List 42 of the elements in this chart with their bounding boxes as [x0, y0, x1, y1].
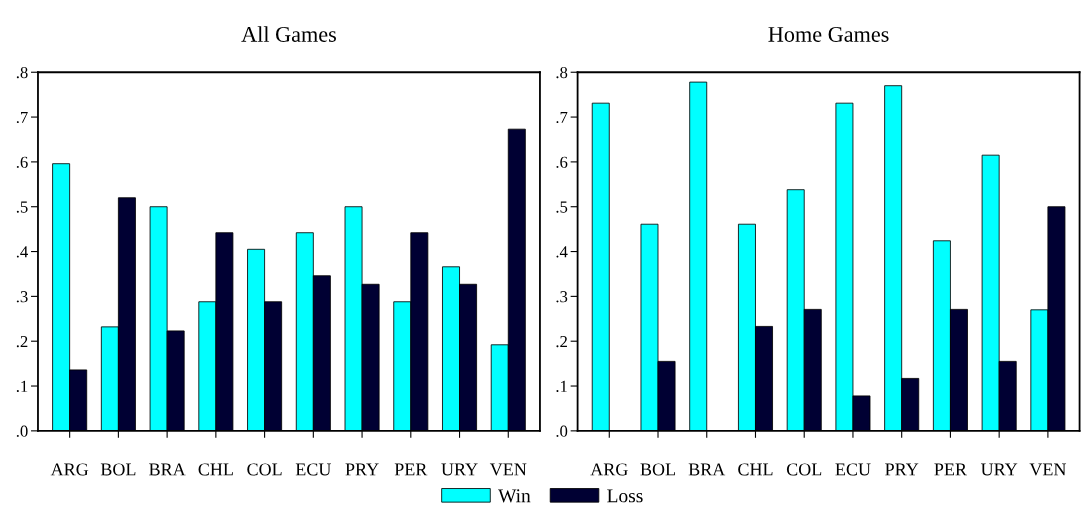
x-tick-label: BRA: [149, 463, 186, 476]
y-tick-label: .0: [16, 425, 28, 437]
y-tick-label: .3: [16, 291, 28, 303]
y-tick-label: .2: [556, 335, 567, 348]
y-tick-label: .3: [556, 291, 568, 303]
x-tick-label: PRY: [885, 463, 919, 476]
x-tick-label: PER: [394, 463, 428, 476]
x-tick-label: PER: [934, 463, 967, 476]
x-tick-label: BOL: [640, 463, 675, 476]
x-tick-label: VEN: [1029, 463, 1067, 476]
y-tick-label: .1: [16, 380, 28, 393]
x-tick-label: URY: [980, 463, 1018, 476]
x-tick-label: ECU: [295, 463, 332, 476]
y-tick-label: .5: [556, 201, 568, 213]
y-tick-label: .7: [556, 111, 568, 124]
x-tick-label: BOL: [100, 463, 136, 476]
x-tick-label: COL: [786, 463, 822, 476]
chart-title: Home Games: [768, 26, 889, 42]
x-tick-label: ARG: [50, 463, 89, 476]
y-tick-label: .8: [556, 66, 568, 79]
x-tick-label: PRY: [345, 463, 379, 476]
y-tick-label: .6: [16, 156, 28, 168]
chart-title: All Games: [241, 26, 336, 42]
x-tick-label: CHL: [198, 463, 233, 476]
x-tick-label: CHL: [738, 463, 773, 476]
x-tick-label: URY: [441, 463, 478, 476]
y-tick-label: .6: [556, 156, 568, 168]
y-tick-label: .1: [556, 380, 567, 393]
legend-label: Loss: [607, 489, 643, 503]
y-tick-label: .2: [16, 335, 28, 348]
y-tick-label: .0: [556, 425, 568, 437]
x-tick-label: ARG: [590, 463, 628, 476]
y-tick-label: .4: [16, 246, 28, 258]
x-tick-label: BRA: [688, 463, 726, 476]
y-tick-label: .7: [16, 111, 28, 124]
y-tick-label: .4: [556, 246, 568, 258]
x-tick-label: ECU: [835, 463, 871, 476]
x-tick-label: COL: [247, 463, 282, 476]
legend-label: Win: [498, 489, 531, 503]
x-tick-label: VEN: [489, 463, 527, 476]
y-tick-label: .8: [16, 66, 28, 79]
y-tick-label: .5: [16, 201, 28, 213]
